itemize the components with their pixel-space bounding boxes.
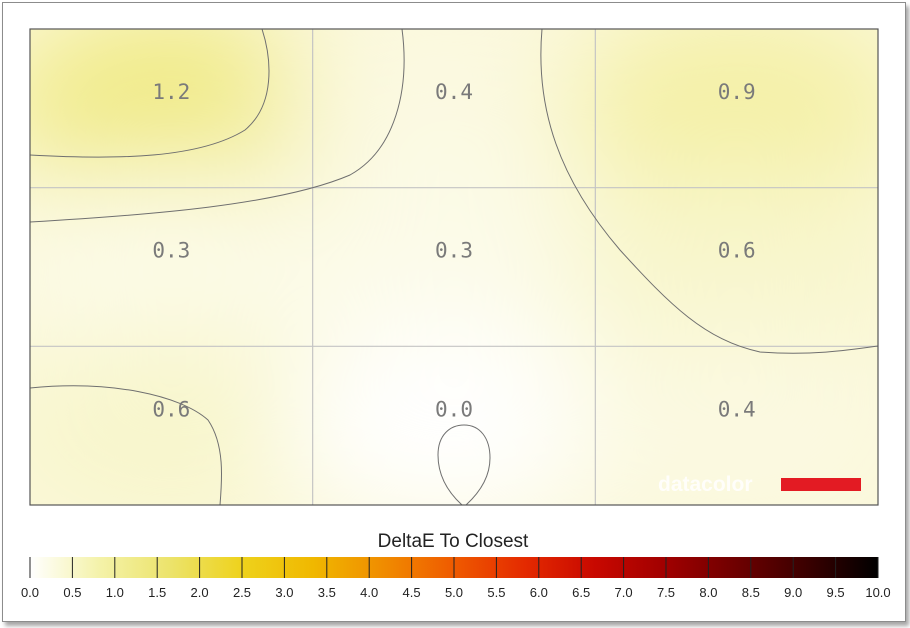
color-scale-title: DeltaE To Closest — [378, 531, 529, 552]
heat-cell-0-0 — [30, 29, 347, 207]
color-scale-tick-label: 9.0 — [784, 585, 802, 600]
color-scale-tick-labels: 0.0 0.5 1.0 1.5 2.0 2.5 3.0 3.5 4.0 4.5 5.0 5.5 6.0 6… — [21, 585, 891, 600]
cell-value-labels: 1.2 0.4 0.9 0.3 0.3 0.6 0.6 0.0 0.4 — [152, 80, 755, 421]
datacolor-watermark: datacolor — [658, 473, 861, 496]
heatmap-plot-area: 1.2 0.4 0.9 0.3 0.3 0.6 0.6 0.0 0.4 datacolor — [29, 28, 879, 506]
cell-value-label: 0.9 — [718, 80, 756, 104]
color-scale-tick-label: 4.5 — [403, 585, 421, 600]
color-scale-tick-label: 5.0 — [445, 585, 463, 600]
grid-lines — [30, 29, 878, 505]
contour-1-0-top-left — [30, 29, 270, 158]
heat-gradient-layer — [30, 29, 878, 505]
color-scale-tick-label: 10.0 — [865, 585, 890, 600]
contour-0-6-top-left — [30, 29, 405, 223]
color-scale-tick-label: 7.0 — [615, 585, 633, 600]
color-scale-tick-label: 2.5 — [233, 585, 251, 600]
heat-cell-2-0 — [30, 327, 347, 505]
color-scale-tick-label: 1.0 — [106, 585, 124, 600]
heat-cell-1-0 — [30, 168, 347, 366]
color-scale-tick-label: 6.0 — [530, 585, 548, 600]
color-scale-tick-label: 8.5 — [742, 585, 760, 600]
cell-value-label: 0.3 — [435, 239, 473, 263]
color-scale-legend: DeltaE To Closest 0.0 0.5 1.0 1.5 2.0 2.5 3.0 3… — [21, 531, 891, 600]
heat-cell-1-2 — [561, 168, 878, 366]
cell-value-label: 1.2 — [152, 80, 190, 104]
heat-cell-2-2 — [561, 327, 878, 505]
cell-value-label: 0.6 — [718, 239, 756, 263]
color-scale-tick-label: 3.0 — [275, 585, 293, 600]
color-scale-tick-label: 0.0 — [21, 585, 39, 600]
watermark-text: datacolor — [658, 473, 753, 496]
heat-cell-0-2 — [561, 29, 878, 207]
color-scale-tick-label: 0.5 — [63, 585, 81, 600]
contour-0-6-right — [540, 29, 878, 354]
heat-cell-1-1 — [278, 168, 630, 366]
watermark-red-bar — [781, 478, 861, 491]
color-scale-tick-label: 3.5 — [318, 585, 336, 600]
color-scale-tick-label: 9.5 — [827, 585, 845, 600]
heat-cell-2-1 — [278, 327, 630, 505]
color-scale-tick-label: 2.0 — [191, 585, 209, 600]
contour-lines — [30, 29, 878, 505]
color-scale-tick-label: 8.0 — [699, 585, 717, 600]
color-scale-tick-label: 4.0 — [360, 585, 378, 600]
color-scale-ticks — [29, 557, 879, 578]
cell-value-label: 0.4 — [435, 80, 473, 104]
color-scale-tick-label: 1.5 — [148, 585, 166, 600]
contour-0-2-bottom-center — [437, 424, 491, 505]
cell-value-label: 0.4 — [718, 397, 756, 421]
cell-value-label: 0.6 — [152, 397, 190, 421]
cell-value-label: 0.0 — [435, 397, 473, 421]
cell-value-label: 0.3 — [152, 239, 190, 263]
color-scale-tick-label: 5.5 — [487, 585, 505, 600]
plot-border — [29, 28, 879, 506]
color-scale-tick-label: 7.5 — [657, 585, 675, 600]
color-scale-tick-label: 6.5 — [572, 585, 590, 600]
contour-0-6-bottom-left — [30, 385, 223, 505]
